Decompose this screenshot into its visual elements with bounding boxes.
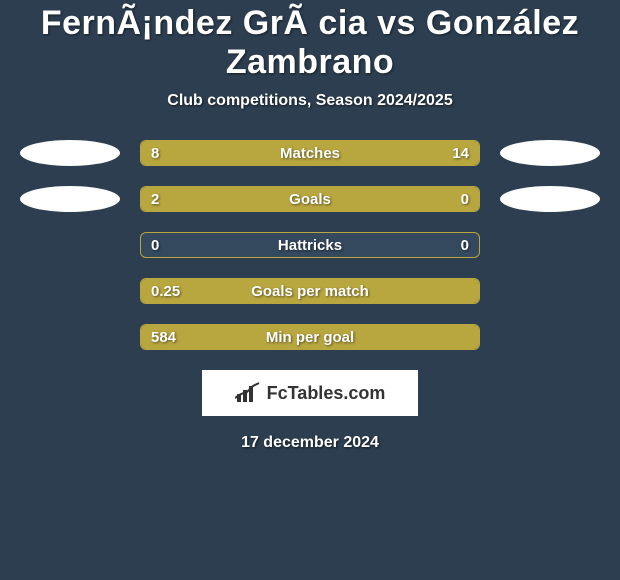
comparison-widget: FernÃ¡ndez GrÃ cia vs González Zambrano …	[0, 0, 620, 580]
stat-row: 8Matches14	[0, 140, 620, 166]
source-logo: FcTables.com	[202, 370, 418, 416]
stat-value-right: 0	[461, 233, 469, 257]
stat-bar: 584Min per goal	[140, 324, 480, 350]
stat-label: Matches	[141, 141, 479, 165]
stat-row: 0Hattricks0	[0, 232, 620, 258]
stat-rows: 8Matches142Goals00Hattricks00.25Goals pe…	[0, 140, 620, 350]
stat-label: Goals	[141, 187, 479, 211]
stat-value-right: 14	[452, 141, 469, 165]
player-right-avatar	[500, 186, 600, 212]
chart-icon	[235, 382, 261, 404]
stat-bar: 8Matches14	[140, 140, 480, 166]
stat-label: Min per goal	[141, 325, 479, 349]
player-left-avatar	[20, 140, 120, 166]
stat-row: 0.25Goals per match	[0, 278, 620, 304]
stat-label: Goals per match	[141, 279, 479, 303]
stat-bar: 0Hattricks0	[140, 232, 480, 258]
stat-row: 584Min per goal	[0, 324, 620, 350]
stat-bar: 2Goals0	[140, 186, 480, 212]
stat-bar: 0.25Goals per match	[140, 278, 480, 304]
date: 17 december 2024	[0, 434, 620, 452]
stat-value-right: 0	[461, 187, 469, 211]
logo-text: FcTables.com	[267, 383, 386, 404]
stat-label: Hattricks	[141, 233, 479, 257]
player-right-avatar	[500, 140, 600, 166]
player-left-avatar	[20, 186, 120, 212]
subtitle: Club competitions, Season 2024/2025	[0, 92, 620, 110]
stat-row: 2Goals0	[0, 186, 620, 212]
page-title: FernÃ¡ndez GrÃ cia vs González Zambrano	[0, 4, 620, 82]
